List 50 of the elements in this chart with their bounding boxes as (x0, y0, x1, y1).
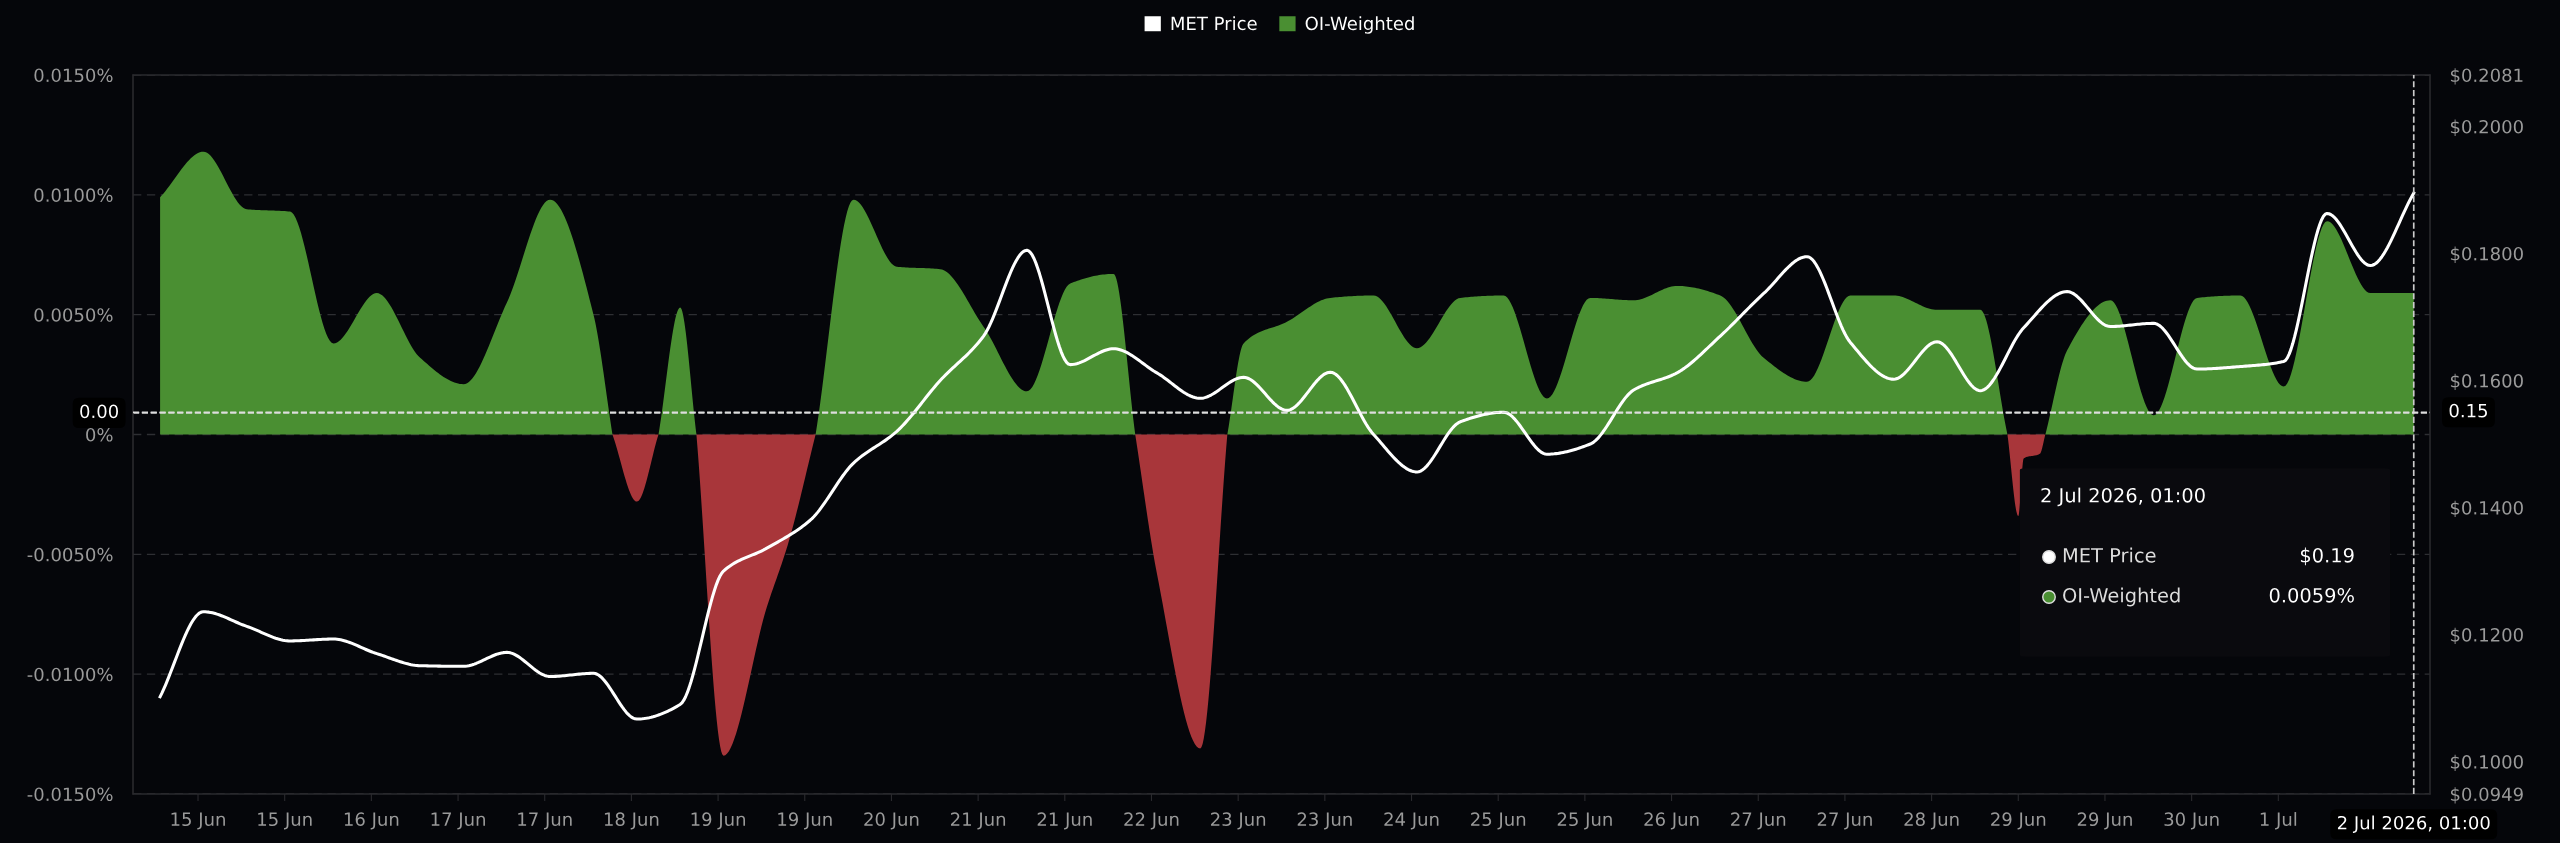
ref-line-label: 0.15 (2449, 403, 2487, 418)
y-tick-label: 0.0150% (34, 68, 113, 83)
legend-label: MET Price (1171, 16, 1257, 31)
y2-tick-label: $0.2000 (2450, 119, 2523, 136)
x-tick-label: 1 Jul (2260, 812, 2297, 830)
x-tick-label: 19 Jun (691, 812, 746, 830)
x-tick-label: 29 Jun (1991, 812, 2046, 830)
x-tick-label: 25 Jun (1471, 812, 1526, 830)
y2-tick-label: $0.1200 (2450, 627, 2523, 645)
y-tick-label: -0.0100% (27, 667, 113, 682)
y-tick-label: 0.0100% (34, 188, 113, 202)
annotation: OI-Weighted (2063, 587, 2180, 607)
x-tick-label: 23 Jun (1297, 812, 1352, 830)
y2-tick-label: $0.1600 (2450, 373, 2523, 391)
x-tick-label: 19 Jun (778, 812, 832, 830)
y2-tick-label: $0.0949 (2450, 787, 2523, 804)
x-tick-label: 15 Jun (258, 812, 312, 830)
annotation: 0.0059% (2269, 587, 2354, 603)
y2-tick-label: $0.2081 (2450, 68, 2523, 85)
annotation: $0.19 (2300, 547, 2354, 566)
x-tick-label: 26 Jun (1644, 812, 1699, 830)
x-tick-label: 27 Jun (1731, 812, 1786, 830)
x-tick-label: 17 Jun (518, 812, 572, 830)
x-tick-label: 21 Jun (950, 812, 1006, 830)
y2-tick-label: $0.1400 (2450, 500, 2523, 518)
x-tick-label: 20 Jun (864, 812, 919, 830)
x-tick-label: 17 Jun (431, 812, 485, 830)
x-tick-label: 29 Jun (2077, 812, 2132, 830)
x-tick-label: 16 Jun (344, 812, 399, 830)
legend-label: OI-Weighted (1305, 16, 1414, 34)
ref-line-label: 2 Jul 2026, 01:00 (2337, 815, 2490, 833)
y-tick-label: -0.0050% (27, 547, 113, 562)
x-tick-label: 22 Jun (1124, 812, 1179, 830)
x-tick-label: 28 Jun (1904, 812, 1959, 830)
y2-tick-label: $0.1000 (2450, 754, 2523, 772)
x-tick-label: 24 Jun (1384, 812, 1439, 830)
ref-line-label: 0.00 (80, 404, 119, 419)
x-tick-label: 15 Jun (171, 812, 225, 830)
x-tick-label: 21 Jun (1037, 812, 1092, 830)
x-tick-label: 30 Jun (2164, 812, 2219, 830)
annotation: 2 Jul 2026, 01:00 (2041, 487, 2205, 507)
y-tick-label: -0.0150% (27, 787, 113, 802)
y2-tick-label: $0.1800 (2450, 246, 2523, 263)
x-tick-label: 18 Jun (604, 812, 659, 830)
x-tick-label: 25 Jun (1557, 812, 1612, 830)
y-tick-label: 0% (86, 427, 113, 442)
annotation: MET Price (2063, 547, 2156, 563)
y-tick-label: 0.0050% (34, 308, 113, 322)
x-tick-label: 23 Jun (1211, 812, 1266, 830)
x-tick-label: 27 Jun (1817, 812, 1872, 830)
